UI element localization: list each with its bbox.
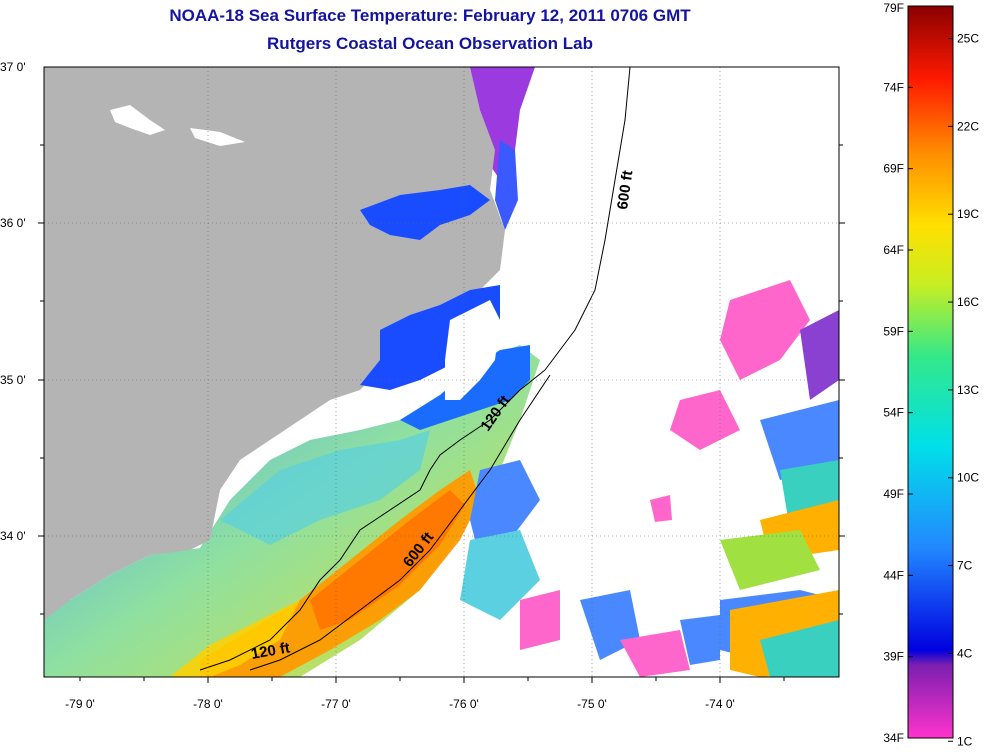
lat-label-37: 37 0' xyxy=(0,60,26,74)
outer-banks-cloud xyxy=(445,300,500,400)
contour-label-600-north: 600 ft xyxy=(614,169,636,210)
colorbar-c-label: 4C xyxy=(957,646,973,660)
colorbar-c-label: 16C xyxy=(957,295,979,309)
lat-label-34: 34 0' xyxy=(0,529,26,543)
contour-600ft-north xyxy=(544,66,631,371)
contour-label-120-south: 120 ft xyxy=(250,639,292,663)
lat-label-36: 36 0' xyxy=(0,216,26,230)
colorbar-labels: 79F 74F 69F 64F 59F 54F 49F 44F 39F 34F 25C 22C 19C 1… xyxy=(883,1,979,748)
cyan-nearshore xyxy=(220,430,430,545)
scattered-sst-patches xyxy=(460,280,839,677)
colorbar-c-label: 22C xyxy=(957,119,979,133)
colorbar-c-label: 13C xyxy=(957,383,979,397)
depth-contours xyxy=(199,66,631,671)
lon-label-78: -78 0' xyxy=(193,697,223,711)
colorbar-f-label: 79F xyxy=(883,1,904,15)
map-subtitle: Rutgers Coastal Ocean Observation Lab xyxy=(267,34,593,53)
colorbar-f-label: 54F xyxy=(883,406,904,420)
colorbar-f-label: 34F xyxy=(883,731,904,745)
contour-600ft-south xyxy=(249,374,551,671)
map-title: NOAA-18 Sea Surface Temperature: Februar… xyxy=(169,6,691,25)
graticule xyxy=(44,67,839,677)
colorbar-f-label: 69F xyxy=(883,162,904,176)
colorbar-f-label: 59F xyxy=(883,324,904,338)
colorbar-c-label: 1C xyxy=(957,734,973,748)
pamlico-sound xyxy=(360,285,500,390)
gulf-stream-core xyxy=(310,490,465,630)
map-plot-area xyxy=(44,67,839,677)
lon-label-75: -75 0' xyxy=(577,697,607,711)
colorbar-gradient xyxy=(907,5,954,739)
axis-ticks xyxy=(38,144,845,683)
colorbar-c-label: 25C xyxy=(957,32,979,46)
colorbar-c-label: 19C xyxy=(957,207,979,221)
lat-label-35: 35 0' xyxy=(0,373,26,387)
lon-label-79: -79 0' xyxy=(65,697,95,711)
colorbar-c-label: 7C xyxy=(957,559,973,573)
blue-shelf-north xyxy=(495,140,518,230)
colorbar-f-label: 74F xyxy=(883,80,904,94)
albemarle-sound xyxy=(360,185,490,240)
map-frame xyxy=(43,66,840,678)
temperature-colorbar xyxy=(907,5,954,739)
contour-120ft xyxy=(199,369,546,671)
colorbar-f-label: 49F xyxy=(883,487,904,501)
lon-label-76: -76 0' xyxy=(449,697,479,711)
lon-label-77: -77 0' xyxy=(321,697,351,711)
colorbar-f-label: 44F xyxy=(883,568,904,582)
land-cloud-specks xyxy=(110,105,245,146)
lon-label-74: -74 0' xyxy=(705,697,735,711)
colorbar-f-label: 39F xyxy=(883,650,904,664)
colorbar-c-label: 10C xyxy=(957,471,979,485)
yellow-shelf-water xyxy=(170,600,300,677)
colorbar-f-label: 64F xyxy=(883,243,904,257)
